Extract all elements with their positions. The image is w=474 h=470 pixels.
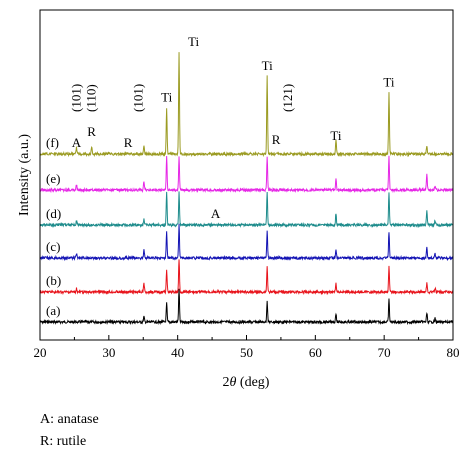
x-tick-label: 20	[34, 345, 47, 360]
x-tick-label: 70	[378, 345, 391, 360]
series-label: (c)	[46, 239, 60, 254]
y-axis-label: Intensity (a.u.)	[17, 134, 32, 216]
miller-index-label: (121)	[280, 84, 295, 112]
x-axis: 20 30 40 50 60 70 80	[34, 335, 460, 360]
miller-index-label: (110)	[84, 84, 99, 112]
series-line	[39, 155, 454, 194]
series-label: (a)	[46, 303, 60, 318]
series-line	[39, 259, 454, 296]
miller-index-label: (101)	[68, 84, 83, 112]
phase-label: A	[72, 135, 82, 150]
phase-label: Ti	[383, 75, 394, 90]
phase-label: Ti	[161, 90, 172, 105]
x-tick-label: 60	[309, 345, 322, 360]
series-label: (f)	[46, 135, 59, 150]
phase-label: Ti	[188, 34, 199, 49]
miller-index-label: (101)	[130, 84, 145, 112]
series-line	[39, 52, 454, 158]
series-labels: (a) (b) (c) (d) (e) (f)	[46, 135, 61, 318]
series-line	[39, 288, 454, 326]
series-layer	[39, 52, 454, 326]
x-tick-label: 80	[447, 345, 460, 360]
phase-label: R	[87, 124, 96, 139]
x-tick-label: 40	[171, 345, 184, 360]
series-label: (b)	[46, 273, 61, 288]
series-label: (e)	[46, 171, 60, 186]
phase-label: R	[124, 135, 133, 150]
x-tick-label: 50	[240, 345, 253, 360]
series-line	[39, 223, 454, 262]
phase-label: A	[211, 206, 221, 221]
series-line	[39, 191, 454, 229]
phase-label: Ti	[262, 58, 273, 73]
legend-anatase: A: anatase	[40, 412, 99, 427]
x-tick-label: 30	[102, 345, 115, 360]
legend-rutile: R: rutile	[40, 434, 87, 449]
xrd-chart: 20 30 40 50 60 70 80 (a) (b) (c) (d) (e) (f) A (101)…	[17, 9, 460, 390]
phase-label: Ti	[330, 128, 341, 143]
x-axis-label: 2θ (deg)	[223, 375, 270, 390]
series-label: (d)	[46, 206, 61, 221]
phase-label: R	[272, 132, 281, 147]
